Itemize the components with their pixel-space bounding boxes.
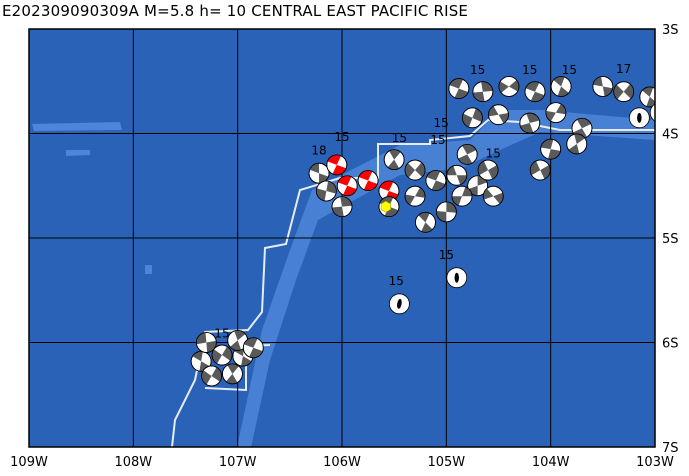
focal-mechanism [315,180,337,202]
focal-mechanism [467,175,489,197]
focal-mechanism [571,117,593,139]
depth-label: 15 [562,63,577,77]
depth-label: 15 [486,147,501,161]
depth-label: 24 [679,70,689,84]
focal-mechanism [498,76,520,97]
focal-mechanisms [190,76,689,387]
longitude-label: 107W [219,455,257,470]
focal-mechanism [628,107,650,129]
depth-label: 15 [439,248,454,262]
depth-label: 18 [311,143,326,157]
depth-label: 17 [616,62,631,76]
focal-mechanism [242,337,264,359]
focal-mechanism [222,363,243,385]
depth-label: 15 [334,130,349,144]
latitude-label: 5S [662,232,679,247]
focal-mechanism [456,143,478,165]
depth-label: 15 [470,63,485,77]
focal-mechanism [211,344,233,366]
focal-mechanism [477,159,499,181]
focal-mechanism [482,185,504,207]
epicenter-marker [380,200,391,213]
focal-mechanism [451,185,473,207]
shallow-spot-2 [66,150,90,156]
latitude-label: 3S [662,23,679,38]
plate-boundary-line [171,118,655,447]
focal-mechanism [545,102,567,123]
focal-mechanism [357,170,379,191]
focal-mechanism [524,81,546,103]
focal-mechanism [661,76,681,96]
depth-label: 15 [433,116,448,130]
latitude-label: 6S [662,337,679,352]
map-frame [28,28,656,448]
focal-mechanism [446,164,468,186]
focal-mechanism [540,138,562,160]
depth-label: 15 [392,131,407,145]
depth-labels: 15 15 15 17 24 15 15 15 18 15 15 15 15 15 [214,62,689,340]
shallow-spot-1 [32,122,122,131]
shallow-spot-3 [145,265,152,274]
latitude-label: 7S [662,441,679,456]
longitude-label: 108W [114,455,152,470]
focal-mechanism [446,267,468,289]
focal-mechanism [676,87,689,107]
focal-mechanism [227,330,249,351]
focal-mechanism [435,201,457,223]
focal-mechanism [195,332,217,353]
focal-mechanism [566,133,588,155]
focal-mechanism [331,196,353,218]
focal-mechanism [404,185,426,207]
focal-mechanism [519,112,541,134]
focal-mechanism [529,159,551,181]
focal-mechanism [462,107,483,129]
focal-mechanism [326,154,348,176]
latitude-label: 4S [662,128,679,143]
longitude-label: 109W [10,455,48,470]
depth-label: 15 [430,133,445,147]
focal-mechanism [592,76,614,97]
focal-mechanism [613,81,635,103]
depth-label: 15 [214,326,229,340]
focal-mechanism [404,159,426,181]
latitude-labels: 3S 4S 5S 6S 7S [662,23,679,456]
longitude-label: 105W [427,455,465,470]
focal-mechanism [639,86,655,108]
longitude-label: 103W [636,455,674,470]
focal-mechanism [550,76,572,97]
focal-mechanism [308,162,330,184]
focal-mechanism [425,170,447,191]
map-title: E202309090309A M=5.8 h= 10 CENTRAL EAST … [2,2,469,20]
focal-mechanism [488,104,509,126]
focal-mechanism [388,293,410,315]
depth-label: 15 [522,63,537,77]
coordinate-grid [29,29,655,447]
longitude-label: 104W [532,455,570,470]
focal-mechanism [448,78,470,99]
focal-mechanism [649,103,655,122]
focal-mechanism [472,81,494,103]
longitude-labels: 109W 108W 107W 106W 105W 104W 103W [10,455,674,470]
focal-mechanism [190,350,212,372]
focal-mechanism [415,211,436,233]
longitude-label: 106W [323,455,361,470]
focal-mechanism [201,365,222,387]
depth-label: 15 [389,274,404,288]
focal-mechanism [336,175,358,197]
focal-mechanism [383,149,405,171]
